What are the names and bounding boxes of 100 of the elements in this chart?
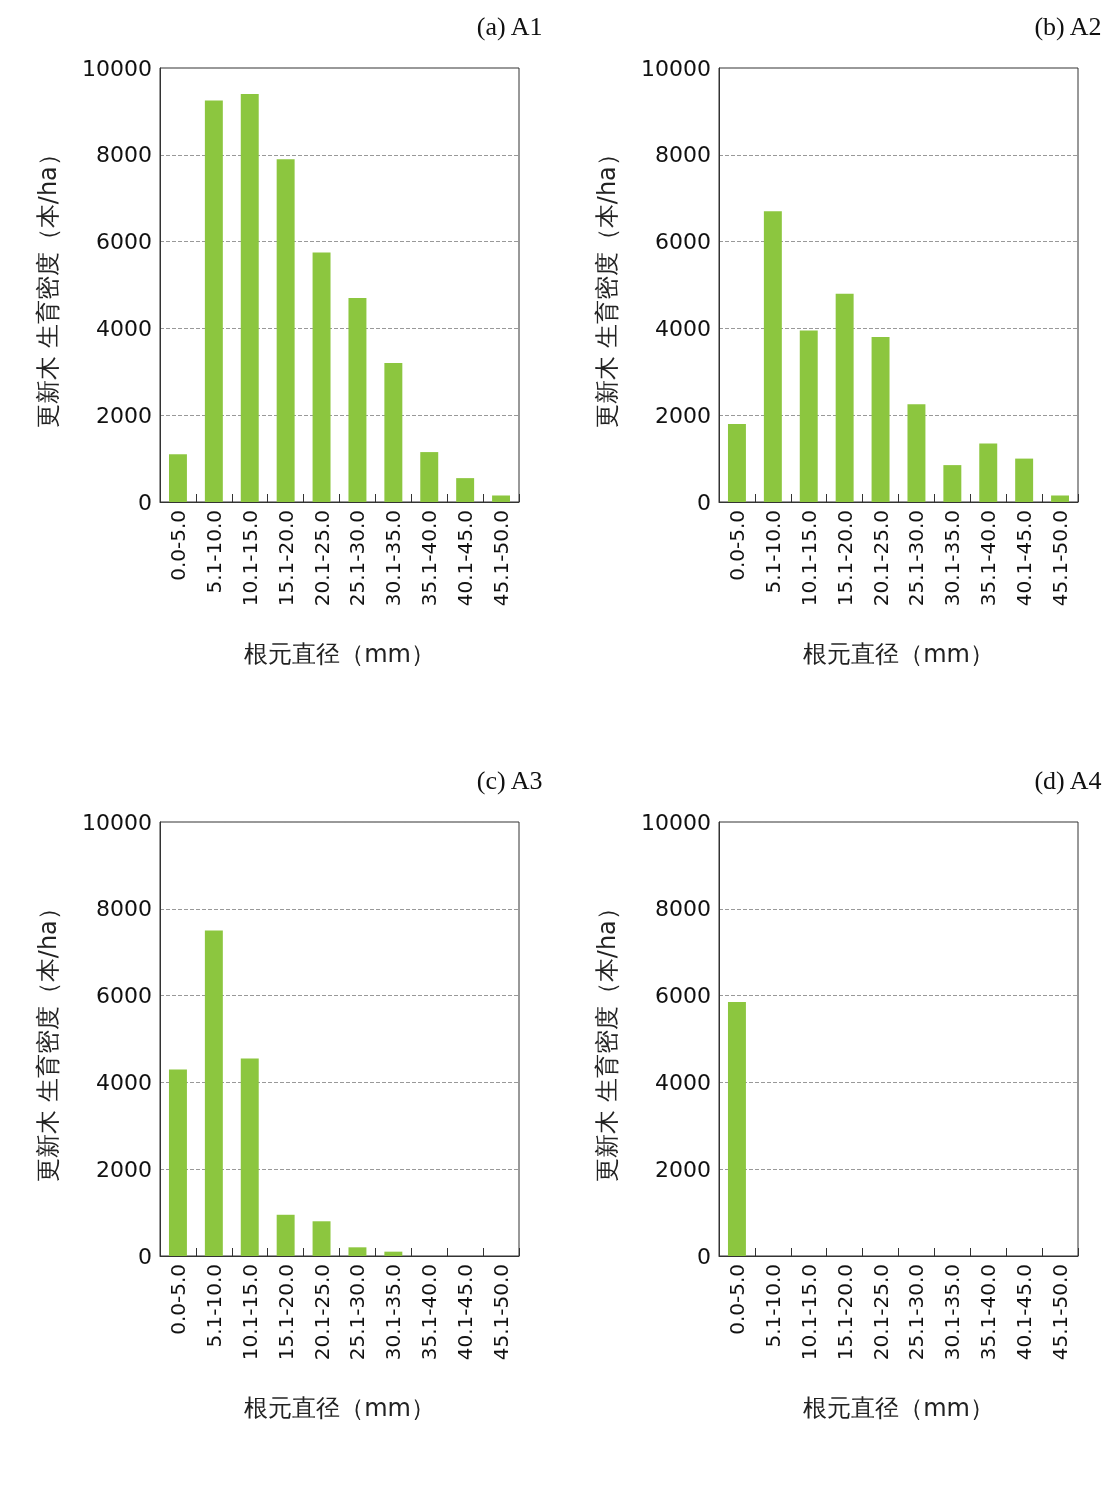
x-tick-label: 0.0-5.0 <box>165 510 190 581</box>
x-tick-label: 15.1-20.0 <box>273 510 298 607</box>
x-tick-label: 5.1-10.0 <box>201 510 226 594</box>
bar <box>799 330 818 502</box>
x-tick-label: 10.1-15.0 <box>796 510 821 607</box>
y-tick-label: 4000 <box>96 1069 152 1095</box>
y-tick-label: 2000 <box>96 1156 152 1182</box>
x-tick-label: 0.0-5.0 <box>724 510 749 581</box>
y-axis-title: 更新木 生育密度（本/ha） <box>593 896 621 1182</box>
x-axis-title: 根元直径（mm） <box>803 640 994 668</box>
bar <box>276 1214 295 1256</box>
x-tick-label: 45.1-50.0 <box>1048 1264 1073 1361</box>
bar <box>348 298 367 502</box>
x-axis-title: 根元直径（mm） <box>803 1394 994 1422</box>
y-tick-label: 10000 <box>82 809 152 835</box>
x-tick-label: 20.1-25.0 <box>309 510 334 607</box>
y-axis-title: 更新木 生育密度（本/ha） <box>34 142 62 428</box>
y-tick-label: 8000 <box>655 896 711 922</box>
x-tick-label: 25.1-30.0 <box>904 510 929 607</box>
y-tick-label: 2000 <box>655 402 711 428</box>
x-tick-label: 25.1-30.0 <box>345 1264 370 1361</box>
bar <box>312 1221 331 1256</box>
x-tick-label: 40.1-45.0 <box>453 1264 478 1361</box>
y-tick-label: 8000 <box>96 896 152 922</box>
bar <box>979 443 998 502</box>
x-tick-label: 30.1-35.0 <box>940 1264 965 1361</box>
y-tick-label: 10000 <box>82 55 152 81</box>
bar <box>456 478 475 502</box>
y-tick-label: 2000 <box>96 402 152 428</box>
x-tick-label: 0.0-5.0 <box>724 1264 749 1335</box>
y-tick-label: 6000 <box>655 229 711 255</box>
x-tick-label: 40.1-45.0 <box>1012 1264 1037 1361</box>
y-axis-title: 更新木 生育密度（本/ha） <box>593 142 621 428</box>
y-axis-title: 更新木 生育密度（本/ha） <box>34 896 62 1182</box>
y-tick-label: 10000 <box>641 55 711 81</box>
bar <box>492 495 511 502</box>
chart-title: (b) A2 <box>1034 11 1102 41</box>
x-tick-label: 20.1-25.0 <box>309 1264 334 1361</box>
x-tick-label: 45.1-50.0 <box>489 1264 514 1361</box>
x-tick-label: 35.1-40.0 <box>976 510 1001 607</box>
x-tick-label: 30.1-35.0 <box>940 510 965 607</box>
x-tick-label: 35.1-40.0 <box>976 1264 1001 1361</box>
bar <box>168 454 187 502</box>
x-tick-label: 5.1-10.0 <box>201 1264 226 1348</box>
bar <box>240 1058 259 1256</box>
y-tick-label: 0 <box>138 489 152 515</box>
bar <box>1015 458 1034 502</box>
chart-title: (c) A3 <box>476 765 543 795</box>
x-tick-label: 10.1-15.0 <box>796 1264 821 1361</box>
y-tick-label: 8000 <box>96 142 152 168</box>
x-tick-label: 15.1-20.0 <box>832 510 857 607</box>
bar <box>204 100 223 502</box>
y-tick-label: 4000 <box>655 315 711 341</box>
x-tick-label: 5.1-10.0 <box>760 1264 785 1348</box>
y-tick-label: 6000 <box>96 983 152 1009</box>
x-tick-label: 40.1-45.0 <box>1012 510 1037 607</box>
bar <box>384 363 403 502</box>
bar <box>1051 495 1070 502</box>
x-tick-label: 35.1-40.0 <box>417 510 442 607</box>
y-tick-label: 0 <box>697 1243 711 1269</box>
bar <box>168 1069 187 1256</box>
bar <box>835 293 854 502</box>
bar <box>348 1247 367 1256</box>
x-tick-label: 10.1-15.0 <box>237 510 262 607</box>
x-tick-label: 15.1-20.0 <box>273 1264 298 1361</box>
x-tick-label: 5.1-10.0 <box>760 510 785 594</box>
x-tick-label: 30.1-35.0 <box>381 1264 406 1361</box>
x-tick-label: 40.1-45.0 <box>453 510 478 607</box>
chart-title: (a) A1 <box>476 11 543 41</box>
x-axis-title: 根元直径（mm） <box>244 1394 435 1422</box>
bar <box>204 930 223 1256</box>
y-tick-label: 8000 <box>655 142 711 168</box>
x-tick-label: 45.1-50.0 <box>489 510 514 607</box>
x-axis-title: 根元直径（mm） <box>244 640 435 668</box>
bar <box>871 337 890 502</box>
bar <box>727 423 746 502</box>
x-tick-label: 45.1-50.0 <box>1048 510 1073 607</box>
bar <box>240 94 259 502</box>
bar <box>276 159 295 502</box>
bar <box>943 465 962 502</box>
y-tick-label: 10000 <box>641 809 711 835</box>
x-tick-label: 15.1-20.0 <box>832 1264 857 1361</box>
y-tick-label: 2000 <box>655 1156 711 1182</box>
bar <box>420 452 439 502</box>
bar <box>312 252 331 502</box>
chart-title: (d) A4 <box>1034 765 1102 795</box>
y-tick-label: 0 <box>138 1243 152 1269</box>
x-tick-label: 0.0-5.0 <box>165 1264 190 1335</box>
x-tick-label: 25.1-30.0 <box>345 510 370 607</box>
y-tick-label: 6000 <box>655 983 711 1009</box>
y-tick-label: 0 <box>697 489 711 515</box>
x-tick-label: 35.1-40.0 <box>417 1264 442 1361</box>
y-tick-label: 6000 <box>96 229 152 255</box>
bar <box>763 211 782 502</box>
y-tick-label: 4000 <box>96 315 152 341</box>
x-tick-label: 20.1-25.0 <box>868 1264 893 1361</box>
y-tick-label: 4000 <box>655 1069 711 1095</box>
x-tick-label: 30.1-35.0 <box>381 510 406 607</box>
bar <box>907 404 926 502</box>
x-tick-label: 25.1-30.0 <box>904 1264 929 1361</box>
